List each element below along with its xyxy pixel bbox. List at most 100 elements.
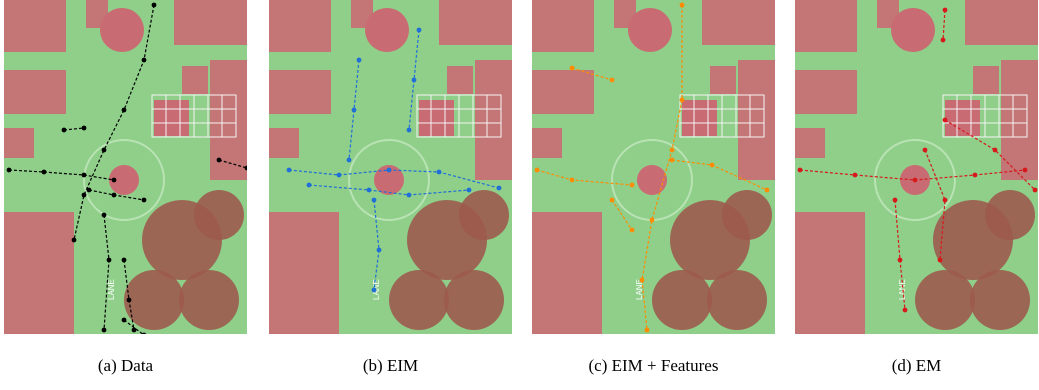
trajectory-point	[141, 197, 147, 203]
trajectories	[534, 2, 770, 333]
aerial-map: LANE	[795, 0, 1038, 334]
building	[100, 8, 144, 52]
trajectory-point	[371, 287, 377, 293]
parking-space	[486, 122, 502, 138]
building	[4, 128, 34, 158]
trajectory-point	[376, 247, 382, 253]
trajectory-point	[942, 117, 948, 123]
trajectory-point	[6, 167, 12, 173]
building	[532, 212, 602, 334]
parking-space	[749, 122, 765, 138]
trajectory-point	[386, 167, 392, 173]
trajectory-point	[356, 57, 362, 63]
scene-base: LANE	[4, 0, 247, 334]
parking-grid	[416, 94, 502, 138]
tree-canopy	[389, 270, 449, 330]
trajectory-point	[764, 187, 770, 193]
trajectory-point	[852, 172, 858, 178]
trajectory-point	[101, 147, 107, 153]
building	[365, 8, 409, 52]
trajectory-point	[679, 2, 685, 8]
trajectory	[63, 127, 85, 131]
lane-marking: LANE	[898, 279, 907, 300]
tree-canopy	[970, 270, 1030, 330]
trajectory	[924, 149, 946, 261]
trajectory-point	[111, 177, 117, 183]
panel-eim: LANE	[269, 0, 512, 334]
trajectory-point	[411, 77, 417, 83]
trajectory-point	[126, 297, 132, 303]
trajectory-point	[244, 165, 247, 171]
building	[419, 100, 454, 136]
trajectory-point	[942, 7, 948, 13]
trajectory-point	[141, 332, 147, 334]
caption-data: (a) Data	[97, 356, 154, 375]
scene-base: LANE	[269, 0, 512, 334]
trajectory-point	[534, 167, 540, 173]
trajectory-point	[609, 197, 615, 203]
building	[795, 70, 857, 114]
trajectory-point	[639, 277, 645, 283]
building	[965, 0, 1038, 45]
tree-canopy	[179, 270, 239, 330]
trajectory-point	[131, 327, 137, 333]
trajectory-point	[709, 162, 715, 168]
trajectory-point	[81, 172, 87, 178]
building	[475, 60, 512, 180]
trajectory-point	[81, 192, 87, 198]
trajectory-point	[972, 172, 978, 178]
trajectory-point	[101, 212, 107, 218]
aerial-map: LANE	[532, 0, 775, 334]
trajectory-point	[61, 127, 67, 133]
scene-base: LANE	[795, 0, 1038, 334]
trajectory-point	[371, 197, 377, 203]
trajectory-point	[346, 157, 352, 163]
building	[738, 60, 775, 180]
building	[702, 0, 775, 45]
trajectory-point	[669, 157, 675, 163]
roundabout	[874, 139, 956, 221]
parking-grid	[679, 94, 765, 138]
building	[710, 66, 736, 94]
tree-canopy	[985, 190, 1035, 240]
scene-base: LANE	[532, 0, 775, 334]
building	[532, 0, 594, 52]
trajectory	[611, 199, 633, 231]
panel-data: LANE	[4, 0, 247, 334]
parking-grid	[151, 94, 237, 138]
trajectory	[123, 319, 144, 334]
roundabout-island	[637, 165, 667, 195]
building	[973, 66, 999, 94]
trajectory-point	[942, 197, 948, 203]
building	[210, 60, 247, 180]
trajectories	[6, 2, 247, 334]
tree-canopy	[194, 190, 244, 240]
tree-canopy	[707, 270, 767, 330]
building	[628, 8, 672, 52]
trajectory-point	[416, 27, 422, 33]
building	[795, 0, 857, 52]
building	[532, 70, 594, 114]
trajectory-point	[937, 257, 943, 263]
building	[269, 212, 339, 334]
trajectory-point	[892, 197, 898, 203]
trajectory-point	[629, 182, 635, 188]
trajectories	[286, 27, 502, 293]
tree-canopy	[124, 270, 184, 330]
trajectory-point	[897, 257, 903, 263]
trajectory	[8, 169, 115, 181]
building	[154, 100, 189, 136]
trajectory-point	[71, 237, 77, 243]
building	[182, 66, 208, 94]
trajectory-point	[286, 167, 292, 173]
trajectory-point	[569, 65, 575, 71]
building	[4, 212, 74, 334]
building	[795, 128, 825, 158]
trajectory	[571, 67, 613, 81]
trajectory-point	[569, 177, 575, 183]
building	[447, 66, 473, 94]
roundabout	[83, 139, 165, 221]
trajectory-point	[351, 107, 357, 113]
trajectory-point	[912, 177, 918, 183]
aerial-map: LANE	[4, 0, 247, 334]
